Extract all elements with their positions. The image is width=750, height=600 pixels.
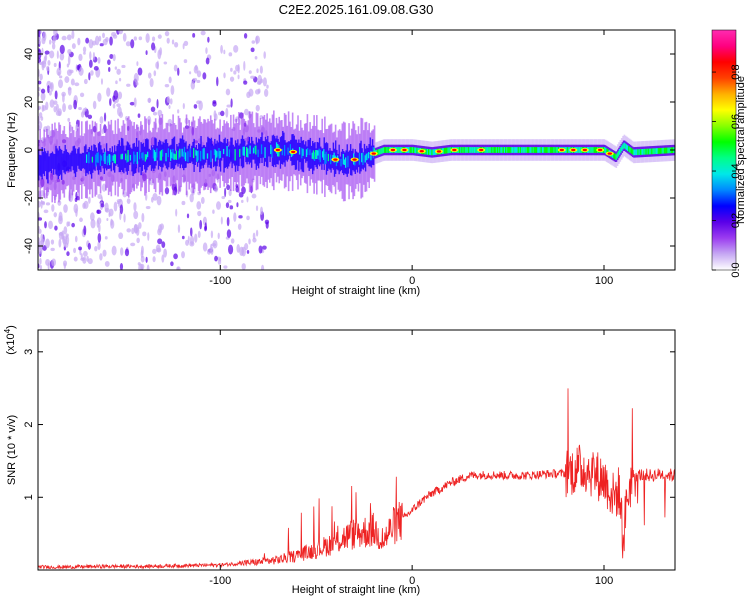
snr-y-tick-label: 2 [23, 421, 35, 427]
colorbar-label: Normalized spectral amplitude [735, 76, 747, 224]
snr-x-tick-label: 100 [595, 575, 613, 587]
colorbar-tick-label: 0.2 [730, 213, 742, 228]
colorbar-tick-label: 0.8 [730, 64, 742, 79]
spectrogram-x-tick-label: 100 [595, 275, 613, 287]
spectrogram-y-label: Frequency (Hz) [6, 112, 18, 188]
snr-x-tick-label: 0 [409, 575, 415, 587]
spectrogram-y-tick-label: 20 [23, 96, 35, 108]
colorbar-tick-label: 0.6 [730, 114, 742, 129]
snr-series-line [38, 388, 675, 570]
spectrogram-y-tick-label: 0 [23, 147, 35, 153]
spectrogram-ticks: -100 0 100 40 20 0 -20 -40 [23, 30, 675, 287]
snr-ticks: -100 0 100 1 2 3 [23, 330, 675, 587]
snr-panel: -100 0 100 1 2 3 Height of straight line (km)… [3, 325, 676, 596]
snr-y-multiplier: (x104) [3, 325, 17, 355]
spectrogram-panel: -100 0 100 40 20 0 -20 -40 Height of straight l… [6, 29, 676, 297]
snr-y-tick-label: 1 [23, 494, 35, 500]
colorbar-tick-label: 0.0 [730, 262, 742, 277]
snr-y-tick-label: 3 [23, 349, 35, 355]
spectrogram-x-tick-label: 0 [409, 275, 415, 287]
colorbar-ticks: 0.0 0.2 0.4 0.6 0.8 [712, 64, 742, 278]
snr-x-label: Height of straight line (km) [292, 584, 420, 596]
spectrogram-y-tick-label: 40 [23, 48, 35, 60]
colorbar-tick-label: 0.4 [730, 163, 742, 178]
snr-y-label: SNR (10 * v/v) [6, 415, 18, 485]
spectrogram-heatmap [38, 30, 675, 270]
colorbar: 0.0 0.2 0.4 0.6 0.8 Normalized spectral ampl… [711, 29, 747, 278]
spectrogram-y-tick-label: -20 [23, 190, 35, 206]
snr-frame [37, 329, 676, 571]
colorbar-gradient [711, 29, 737, 271]
spectrogram-x-tick-label: -100 [209, 275, 231, 287]
figure-title: C2E2.2025.161.09.08.G30 [279, 2, 434, 17]
spectrogram-x-label: Height of straight line (km) [292, 285, 420, 297]
snr-x-tick-label: -100 [209, 575, 231, 587]
spectrogram-y-tick-label: -40 [23, 238, 35, 254]
